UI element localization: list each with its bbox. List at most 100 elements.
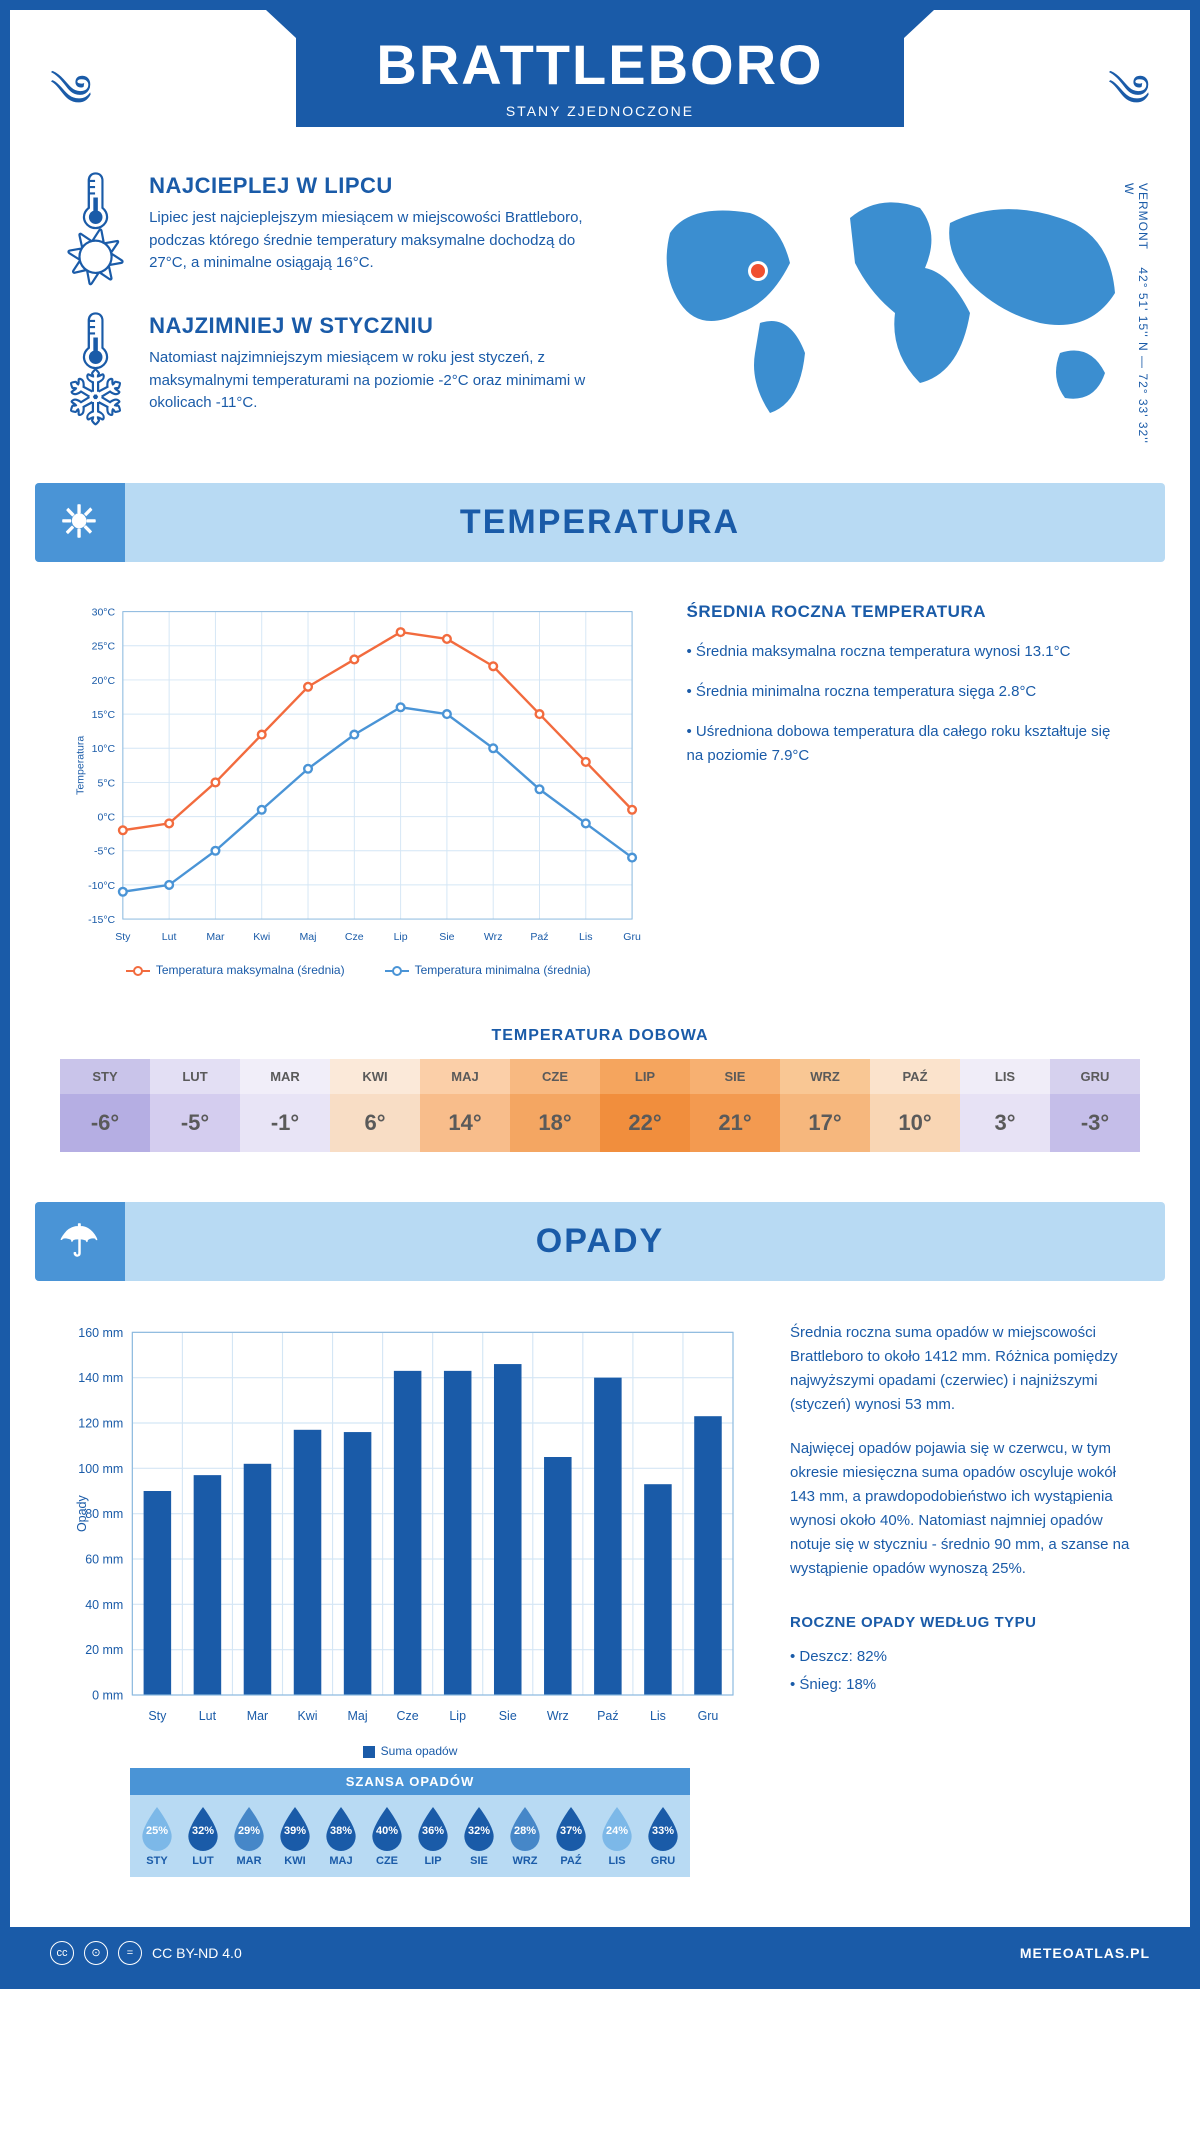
svg-text:160 mm: 160 mm: [78, 1326, 123, 1340]
svg-text:Gru: Gru: [698, 1709, 719, 1723]
daily-temp-cell: LIP22°: [600, 1059, 690, 1152]
cc-by-icon: ⊙: [84, 1941, 108, 1965]
temperature-title: TEMPERATURA: [460, 503, 740, 541]
svg-text:-5°C: -5°C: [94, 846, 116, 858]
precipitation-info: Średnia roczna suma opadów w miejscowośc…: [790, 1321, 1130, 1877]
intro-section: 🌡☀ NAJCIEPLEJ W LIPCU Lipiec jest najcie…: [10, 163, 1190, 483]
svg-text:Wrz: Wrz: [484, 931, 503, 943]
sun-icon: ☀: [35, 483, 125, 562]
svg-text:10°C: 10°C: [92, 743, 116, 755]
svg-text:Opady: Opady: [75, 1494, 89, 1531]
svg-text:Sty: Sty: [115, 931, 131, 943]
daily-temp-cell: SIE21°: [690, 1059, 780, 1152]
thermometer-hot-icon: 🌡☀: [60, 173, 131, 285]
svg-text:Mar: Mar: [247, 1709, 268, 1723]
daily-temp-cell: WRZ17°: [780, 1059, 870, 1152]
daily-temp-cell: KWI6°: [330, 1059, 420, 1152]
svg-text:Lut: Lut: [199, 1709, 217, 1723]
license-label: CC BY-ND 4.0: [152, 1945, 242, 1961]
temperature-legend: Temperatura maksymalna (średnia) Tempera…: [70, 963, 647, 977]
svg-text:Wrz: Wrz: [547, 1709, 569, 1723]
chance-cell: 25%STY: [134, 1807, 180, 1867]
chance-title: SZANSA OPADÓW: [130, 1768, 690, 1795]
umbrella-icon: ☂: [35, 1202, 125, 1281]
chance-cell: 32%SIE: [456, 1807, 502, 1867]
cc-icon: cc: [50, 1941, 74, 1965]
cc-nd-icon: =: [118, 1941, 142, 1965]
svg-text:Cze: Cze: [345, 931, 364, 943]
svg-text:20 mm: 20 mm: [85, 1643, 123, 1657]
daily-temp-cell: MAJ14°: [420, 1059, 510, 1152]
svg-text:Maj: Maj: [348, 1709, 368, 1723]
wind-icon: ༄: [1108, 42, 1150, 166]
warmest-text: Lipiec jest najcieplejszym miesiącem w m…: [149, 207, 610, 275]
chance-cell: 36%LIP: [410, 1807, 456, 1867]
svg-text:Temperatura: Temperatura: [74, 736, 86, 795]
site-label: METEOATLAS.PL: [1020, 1945, 1150, 1961]
svg-text:Lis: Lis: [650, 1709, 666, 1723]
svg-text:Lis: Lis: [579, 931, 592, 943]
svg-text:100 mm: 100 mm: [78, 1462, 123, 1476]
precipitation-section-header: ☂ OPADY: [35, 1202, 1165, 1281]
precip-type-heading: ROCZNE OPADY WEDŁUG TYPU: [790, 1611, 1130, 1635]
svg-text:0 mm: 0 mm: [92, 1688, 123, 1702]
precip-text-2: Najwięcej opadów pojawia się w czerwcu, …: [790, 1437, 1130, 1581]
svg-text:20°C: 20°C: [92, 675, 116, 687]
chance-cell: 40%CZE: [364, 1807, 410, 1867]
precipitation-chart: 0 mm20 mm40 mm60 mm80 mm100 mm120 mm140 …: [70, 1321, 750, 1877]
temp-bullet: • Uśredniona dobowa temperatura dla całe…: [687, 720, 1130, 768]
svg-text:-15°C: -15°C: [88, 914, 115, 926]
temp-bullet: • Średnia minimalna roczna temperatura s…: [687, 680, 1130, 704]
chance-cell: 37%PAŹ: [548, 1807, 594, 1867]
svg-text:Sty: Sty: [148, 1709, 167, 1723]
svg-text:Sie: Sie: [499, 1709, 517, 1723]
city-title: BRATTLEBORO: [376, 32, 823, 97]
svg-text:30°C: 30°C: [92, 606, 116, 618]
precip-type-bullet: • Śnieg: 18%: [790, 1673, 1130, 1697]
warmest-block: 🌡☀ NAJCIEPLEJ W LIPCU Lipiec jest najcie…: [60, 173, 610, 285]
daily-temp-cell: CZE18°: [510, 1059, 600, 1152]
daily-temp-cell: LUT-5°: [150, 1059, 240, 1152]
svg-text:Kwi: Kwi: [297, 1709, 317, 1723]
legend-max-label: Temperatura maksymalna (średnia): [156, 963, 345, 977]
svg-text:15°C: 15°C: [92, 709, 116, 721]
daily-temp-cell: LIS3°: [960, 1059, 1050, 1152]
coldest-block: 🌡❄ NAJZIMNIEJ W STYCZNIU Natomiast najzi…: [60, 313, 610, 425]
coldest-text: Natomiast najzimniejszym miesiącem w rok…: [149, 347, 610, 415]
svg-text:140 mm: 140 mm: [78, 1371, 123, 1385]
annual-temp-heading: ŚREDNIA ROCZNA TEMPERATURA: [687, 602, 1130, 622]
precipitation-legend: Suma opadów: [70, 1744, 750, 1758]
legend-min-label: Temperatura minimalna (średnia): [415, 963, 591, 977]
daily-temp-cell: PAŹ10°: [870, 1059, 960, 1152]
daily-temp-cell: GRU-3°: [1050, 1059, 1140, 1152]
temp-bullet: • Średnia maksymalna roczna temperatura …: [687, 640, 1130, 664]
header-banner: BRATTLEBORO STANY ZJEDNOCZONE: [296, 10, 903, 127]
precipitation-title: OPADY: [536, 1222, 664, 1260]
svg-text:Paź: Paź: [597, 1709, 618, 1723]
svg-text:40 mm: 40 mm: [85, 1598, 123, 1612]
svg-text:Lip: Lip: [394, 931, 408, 943]
svg-text:Gru: Gru: [623, 931, 641, 943]
temperature-chart: -15°C-10°C-5°C0°C5°C10°C15°C20°C25°C30°C…: [70, 602, 647, 977]
daily-temp-cell: MAR-1°: [240, 1059, 330, 1152]
svg-text:Kwi: Kwi: [253, 931, 270, 943]
svg-text:5°C: 5°C: [97, 777, 115, 789]
precip-type-bullet: • Deszcz: 82%: [790, 1645, 1130, 1669]
thermometer-cold-icon: 🌡❄: [60, 313, 131, 425]
svg-text:0°C: 0°C: [97, 811, 115, 823]
svg-text:Lut: Lut: [162, 931, 177, 943]
chance-cell: 29%MAR: [226, 1807, 272, 1867]
infographic-page: ༄ ༄ BRATTLEBORO STANY ZJEDNOCZONE 🌡☀ NAJ…: [0, 0, 1200, 1989]
chance-cell: 38%MAJ: [318, 1807, 364, 1867]
svg-text:80 mm: 80 mm: [85, 1507, 123, 1521]
svg-text:Sie: Sie: [439, 931, 454, 943]
chance-cell: 24%LIS: [594, 1807, 640, 1867]
svg-text:Paź: Paź: [530, 931, 548, 943]
legend-precip-label: Suma opadów: [381, 1744, 458, 1758]
temperature-info: ŚREDNIA ROCZNA TEMPERATURA • Średnia mak…: [687, 602, 1130, 977]
chance-cell: 28%WRZ: [502, 1807, 548, 1867]
daily-temp-table: STY-6°LUT-5°MAR-1°KWI6°MAJ14°CZE18°LIP22…: [60, 1059, 1140, 1152]
country-subtitle: STANY ZJEDNOCZONE: [376, 103, 823, 119]
map-block: VERMONT 42° 51' 15'' N — 72° 33' 32'' W: [640, 173, 1140, 453]
footer: cc ⊙ = CC BY-ND 4.0 METEOATLAS.PL: [10, 1927, 1190, 1979]
